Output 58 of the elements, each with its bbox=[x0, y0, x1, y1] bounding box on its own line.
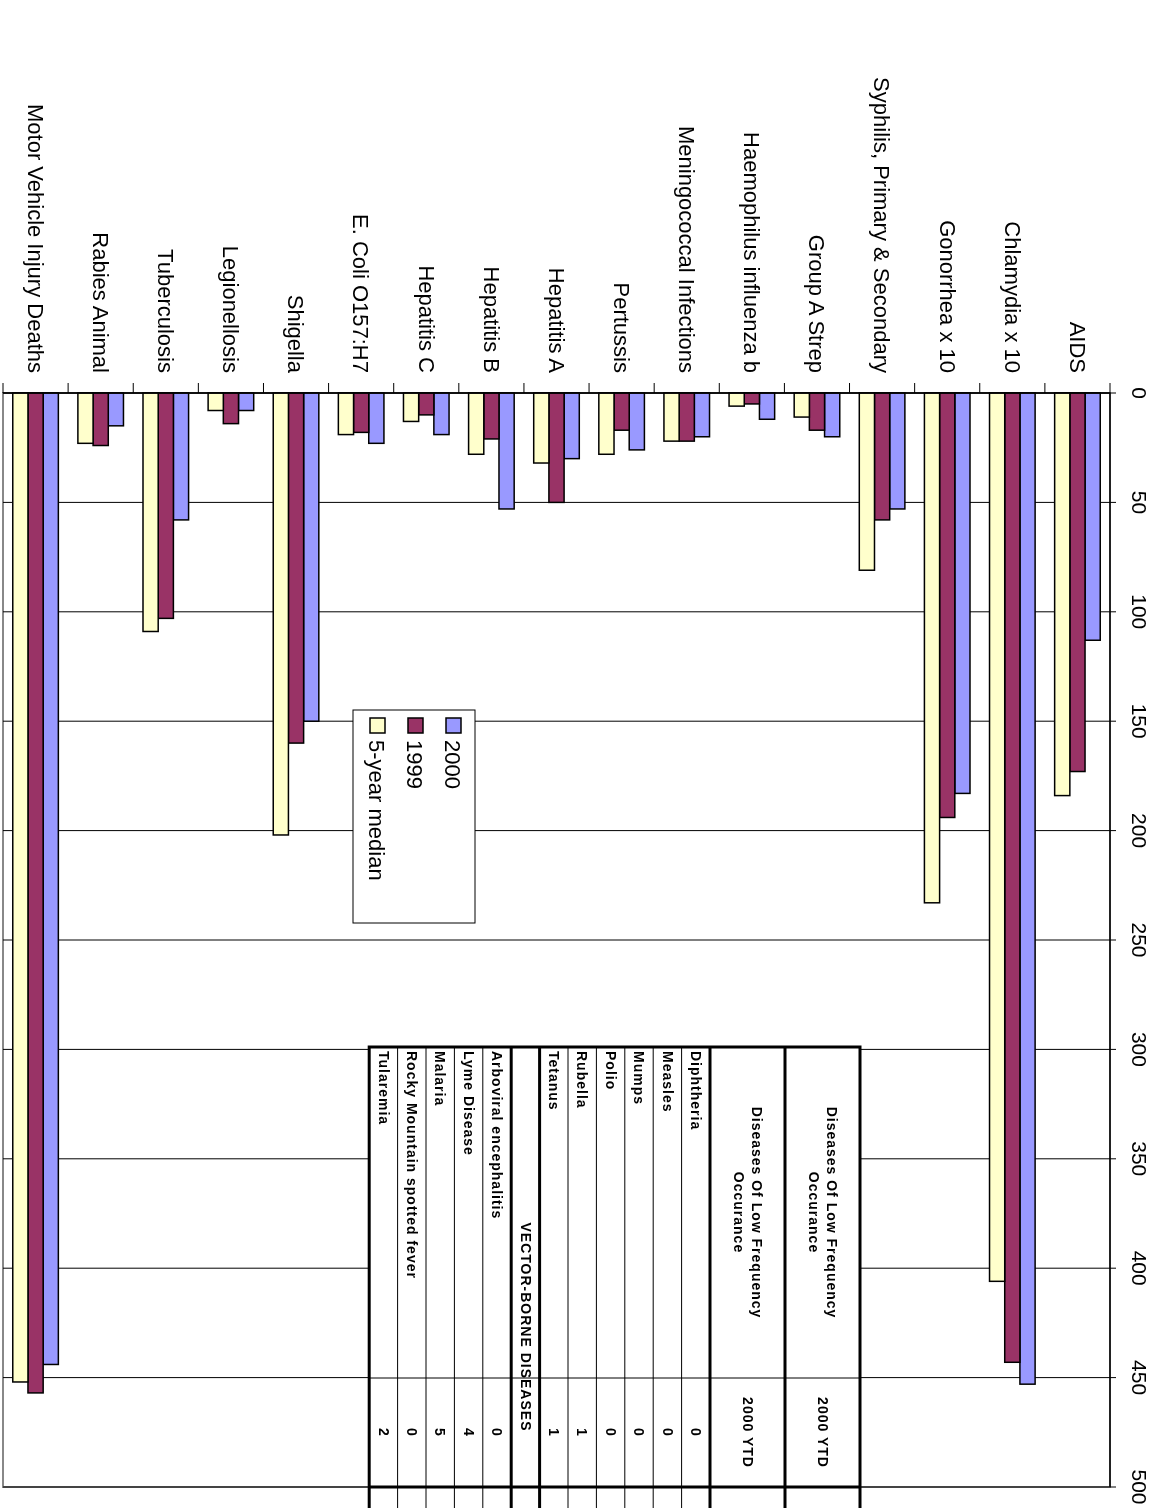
y-tick-label: 450 bbox=[1128, 1360, 1151, 1396]
x-tick-label: Syphilis, Primary & Secondary bbox=[869, 77, 895, 373]
data-label: 4 bbox=[460, 1428, 477, 1437]
category-label: Measles bbox=[659, 1051, 676, 1113]
x-tick-label: Haemophilus influenza b bbox=[739, 132, 765, 373]
x-tick-label: Meningococcal Infections bbox=[674, 125, 700, 373]
x-tick-label: Gonorrhea x 10 bbox=[934, 220, 960, 373]
category-label: Polio bbox=[602, 1051, 619, 1091]
y-tick-label: 150 bbox=[1128, 703, 1151, 739]
data-label: 1 bbox=[545, 1428, 562, 1437]
y-tick-label: 0 bbox=[1128, 387, 1151, 399]
y-tick-label: 250 bbox=[1128, 922, 1151, 958]
x-tick-label: Hepatitis B bbox=[478, 266, 504, 373]
annotation: 2000 YTD bbox=[739, 1397, 756, 1468]
x-tick-label: Rabies Animal bbox=[87, 232, 113, 373]
x-tick-label: Legionellosis bbox=[218, 245, 244, 373]
x-tick-label: Hepatitis C bbox=[413, 265, 439, 374]
annotation: 2000 YTD bbox=[814, 1397, 831, 1468]
x-tick-label: Motor Vehicle Injury Deaths bbox=[22, 103, 48, 373]
y-tick-label: 400 bbox=[1128, 1250, 1151, 1286]
data-label: 5 bbox=[432, 1428, 449, 1437]
category-label: Tularemia bbox=[375, 1051, 392, 1126]
y-tick-label: 500 bbox=[1128, 1469, 1151, 1505]
category-label: Diphtheria bbox=[687, 1051, 704, 1131]
y-tick-label: 200 bbox=[1128, 813, 1151, 849]
x-tick-label: AIDS bbox=[1064, 321, 1090, 373]
legend-label: 1999 bbox=[402, 740, 428, 789]
annotation: Diseases Of Low Frequency Occurance bbox=[805, 1106, 840, 1319]
category-label: Lyme Disease bbox=[460, 1051, 477, 1156]
x-tick-label: Group A Strep bbox=[804, 234, 830, 373]
data-label: 1 bbox=[574, 1428, 591, 1437]
data-label: 0 bbox=[489, 1428, 506, 1437]
x-tick-label: Pertussis bbox=[608, 282, 634, 373]
category-label: Rubella bbox=[574, 1051, 591, 1109]
data-label: 0 bbox=[687, 1428, 704, 1437]
category-label: Rocky Mountain spotted fever bbox=[403, 1051, 420, 1279]
x-tick-label: Shigella bbox=[283, 294, 309, 374]
y-tick-label: 100 bbox=[1128, 594, 1151, 630]
y-tick-label: 50 bbox=[1128, 490, 1151, 515]
category-label: Malaria bbox=[432, 1051, 449, 1107]
data-label: 0 bbox=[602, 1428, 619, 1437]
x-tick-label: E. Coli O157:H7 bbox=[348, 214, 374, 373]
data-label: 2 bbox=[375, 1428, 392, 1437]
x-tick-label: Hepatitis A bbox=[543, 267, 569, 374]
data-label: 0 bbox=[659, 1428, 676, 1437]
annotation: Diseases Of Low Frequency Occurance bbox=[730, 1106, 765, 1319]
legend-label: 2000 bbox=[440, 740, 466, 789]
category-label: Tetanus bbox=[545, 1051, 562, 1111]
data-label: 0 bbox=[403, 1428, 420, 1437]
category-label: VECTOR-BORNE DISEASES bbox=[517, 1222, 534, 1432]
legend-label: 5-year median bbox=[364, 740, 390, 881]
x-tick-label: Chlamydia x 10 bbox=[999, 221, 1025, 373]
category-label: Arboviral encephalitis bbox=[489, 1051, 506, 1220]
data-label: 0 bbox=[631, 1428, 648, 1437]
y-tick-label: 350 bbox=[1128, 1141, 1151, 1177]
category-label: Mumps bbox=[631, 1051, 648, 1105]
y-tick-label: 300 bbox=[1128, 1031, 1151, 1067]
x-tick-label: Tuberculosis bbox=[153, 249, 179, 373]
